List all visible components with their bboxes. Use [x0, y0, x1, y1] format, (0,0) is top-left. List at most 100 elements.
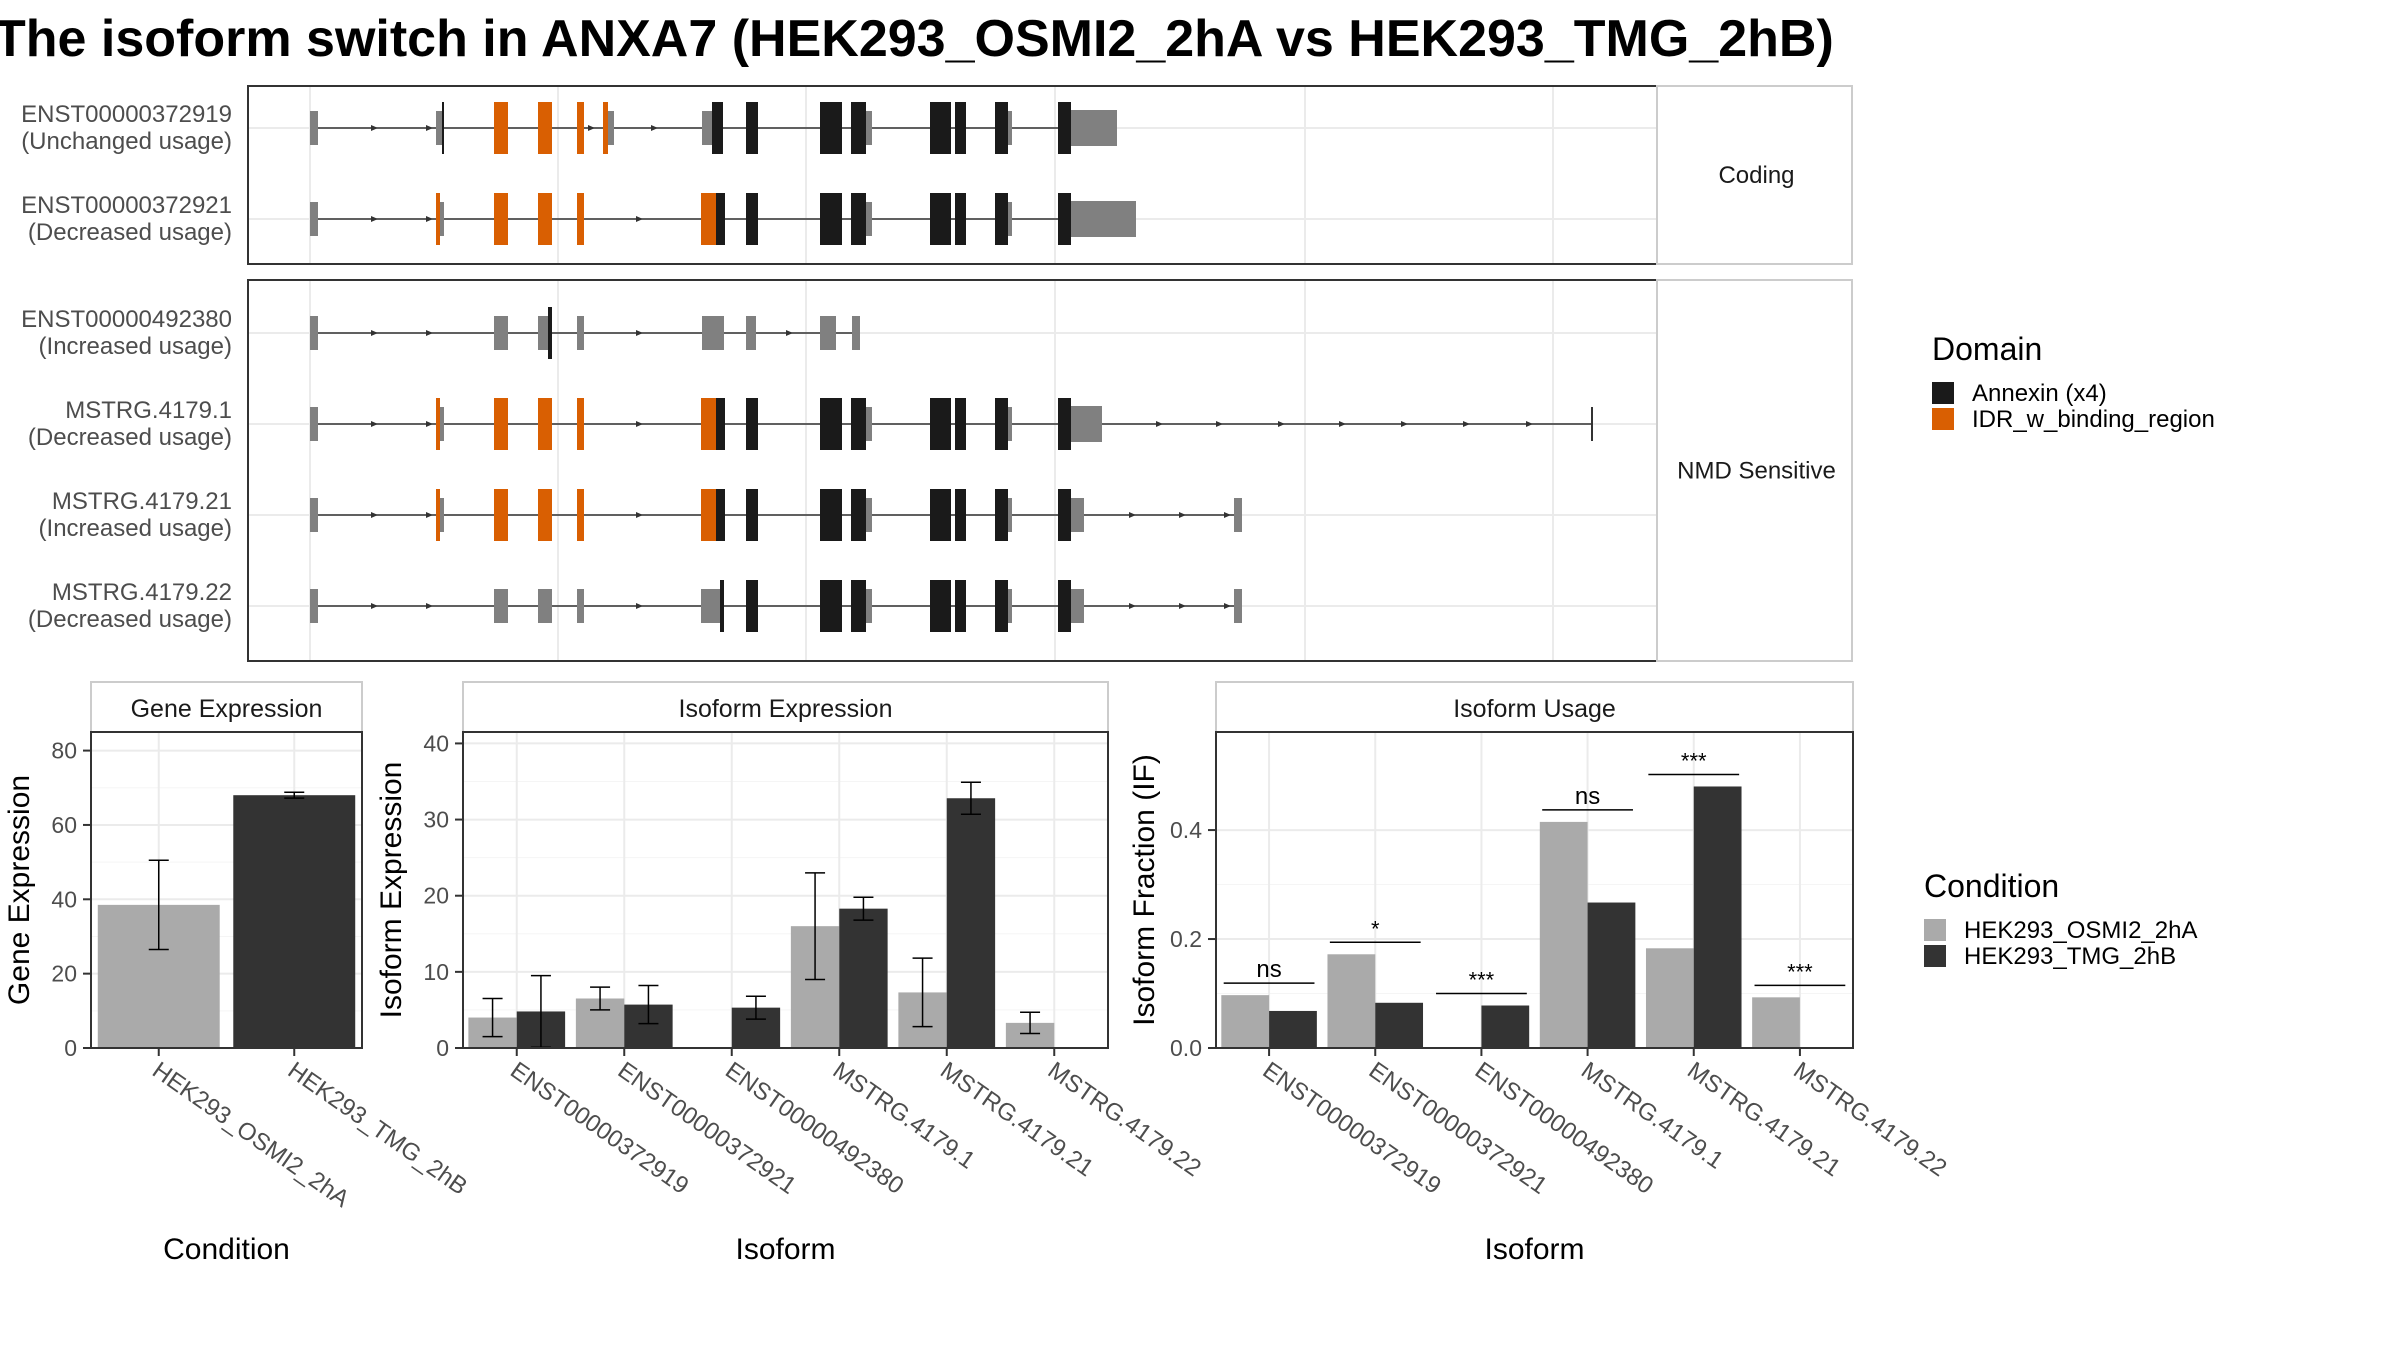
- annexin-exon: [851, 193, 866, 245]
- bar: [1752, 997, 1800, 1048]
- facet-strip-label: NMD Sensitive: [1677, 458, 1836, 485]
- transcript-usage-label: (Decreased usage): [28, 424, 232, 451]
- annexin-exon: [820, 489, 834, 541]
- bar: [1327, 954, 1376, 1048]
- direction-arrow: [636, 421, 643, 427]
- annexin-exon: [746, 102, 758, 154]
- domain-legend: Domain Annexin (x4)IDR_w_binding_region: [1932, 331, 2215, 433]
- annexin-exon: [720, 580, 724, 632]
- direction-arrow: [426, 512, 433, 518]
- idr-exon: [577, 193, 584, 245]
- utr-exon: [1008, 111, 1012, 145]
- utr-exon: [1071, 406, 1102, 442]
- annexin-exon: [943, 102, 951, 154]
- idr-exon: [494, 489, 508, 541]
- direction-arrow: [426, 125, 433, 131]
- utr-exon: [866, 407, 872, 441]
- legend-key: [1932, 382, 1954, 404]
- y-axis-title: Isoform Expression: [375, 762, 408, 1019]
- idr-exon: [538, 489, 552, 541]
- chart-panel-isoform-usage: Isoform Usagens****ns******0.00.20.4ENST…: [1128, 681, 1951, 1266]
- utr-exon: [702, 111, 712, 145]
- annexin-exon: [943, 580, 951, 632]
- direction-arrow: [1156, 421, 1163, 427]
- bar: [839, 908, 888, 1048]
- annexin-exon: [995, 193, 1008, 245]
- y-tick-label: 20: [423, 883, 449, 909]
- utr-exon: [440, 202, 444, 236]
- direction-arrow: [426, 330, 433, 336]
- utr-exon: [1071, 201, 1136, 237]
- utr-exon: [866, 498, 872, 532]
- direction-arrow: [636, 216, 643, 222]
- y-tick-label: 40: [51, 886, 77, 912]
- annexin-exon: [930, 102, 943, 154]
- panel-strip: [90, 681, 363, 733]
- y-tick-label: 0.4: [1170, 817, 1202, 843]
- transcript-id-label: MSTRG.4179.21: [52, 488, 232, 515]
- annexin-exon: [746, 398, 758, 450]
- utr-exon: [1071, 498, 1084, 532]
- legend-key: [1924, 945, 1946, 967]
- transcript-id-label: MSTRG.4179.22: [52, 579, 232, 606]
- panel-title: Isoform Usage: [1453, 695, 1616, 723]
- utr-exon: [706, 316, 724, 350]
- utr-exon: [702, 316, 706, 350]
- idr-exon: [538, 193, 552, 245]
- chart-panel-isoform-expression: Isoform Expression 0 10 20 30 40 ENST000003729…: [375, 681, 1206, 1266]
- utr-exon: [310, 498, 318, 532]
- transcript-usage-label: (Increased usage): [39, 333, 232, 360]
- bar: [1269, 1010, 1317, 1048]
- utr-exon: [1008, 202, 1012, 236]
- annexin-exon: [930, 398, 943, 450]
- transcript-enst00000492380: ENST00000492380(Increased usage): [21, 306, 860, 360]
- annexin-exon: [955, 102, 966, 154]
- legend-label: Annexin (x4): [1972, 380, 2107, 407]
- annexin-exon: [716, 193, 725, 245]
- annexin-exon: [943, 489, 951, 541]
- utr-exon: [310, 407, 318, 441]
- bar: [1587, 902, 1636, 1048]
- legend-title: Condition: [1924, 868, 2059, 904]
- x-tick-label: ENST00000372919: [1258, 1057, 1446, 1200]
- y-tick-label: 40: [423, 730, 449, 756]
- idr-exon: [494, 193, 508, 245]
- facet-strip-label: Coding: [1718, 162, 1794, 189]
- legend-title: Domain: [1932, 331, 2042, 367]
- utr-exon: [866, 589, 872, 623]
- annexin-exon: [746, 580, 758, 632]
- annexin-exon: [943, 398, 951, 450]
- utr-exon: [1008, 498, 1012, 532]
- direction-arrow: [1179, 512, 1186, 518]
- facet-background: [248, 280, 1657, 661]
- y-axis-title: Gene Expression: [3, 775, 36, 1005]
- direction-arrow: [1224, 512, 1231, 518]
- idr-exon: [577, 102, 584, 154]
- transcript-id-label: ENST00000372921: [21, 192, 232, 219]
- utr-exon: [746, 316, 756, 350]
- y-tick-label: 80: [51, 738, 77, 764]
- facet-strip: [1656, 279, 1853, 662]
- annexin-exon: [834, 102, 842, 154]
- x-tick-label: ENST00000372921: [613, 1057, 801, 1200]
- annexin-exon: [834, 489, 842, 541]
- utr-exon: [866, 111, 872, 145]
- structure-facet-nmd-sensitive: NMD Sensitive ENST00000492380(Increased u…: [21, 279, 1853, 662]
- direction-arrow: [1339, 421, 1346, 427]
- transcript-id-label: ENST00000372919: [21, 101, 232, 128]
- y-axis-title: Isoform Fraction (IF): [1128, 754, 1161, 1026]
- annexin-exon: [995, 398, 1008, 450]
- annexin-exon: [955, 580, 966, 632]
- significance-label: ns: [1575, 783, 1600, 810]
- utr-exon: [852, 316, 860, 350]
- transcript-enst00000372919: ENST00000372919(Unchanged usage): [21, 101, 1117, 155]
- direction-arrow: [588, 125, 595, 131]
- idr-exon: [701, 193, 716, 245]
- direction-arrow: [371, 216, 378, 222]
- direction-arrow: [1224, 603, 1231, 609]
- direction-arrow: [1526, 421, 1533, 427]
- annexin-exon: [820, 102, 834, 154]
- direction-arrow: [636, 603, 643, 609]
- direction-arrow: [1278, 421, 1285, 427]
- direction-arrow: [426, 421, 433, 427]
